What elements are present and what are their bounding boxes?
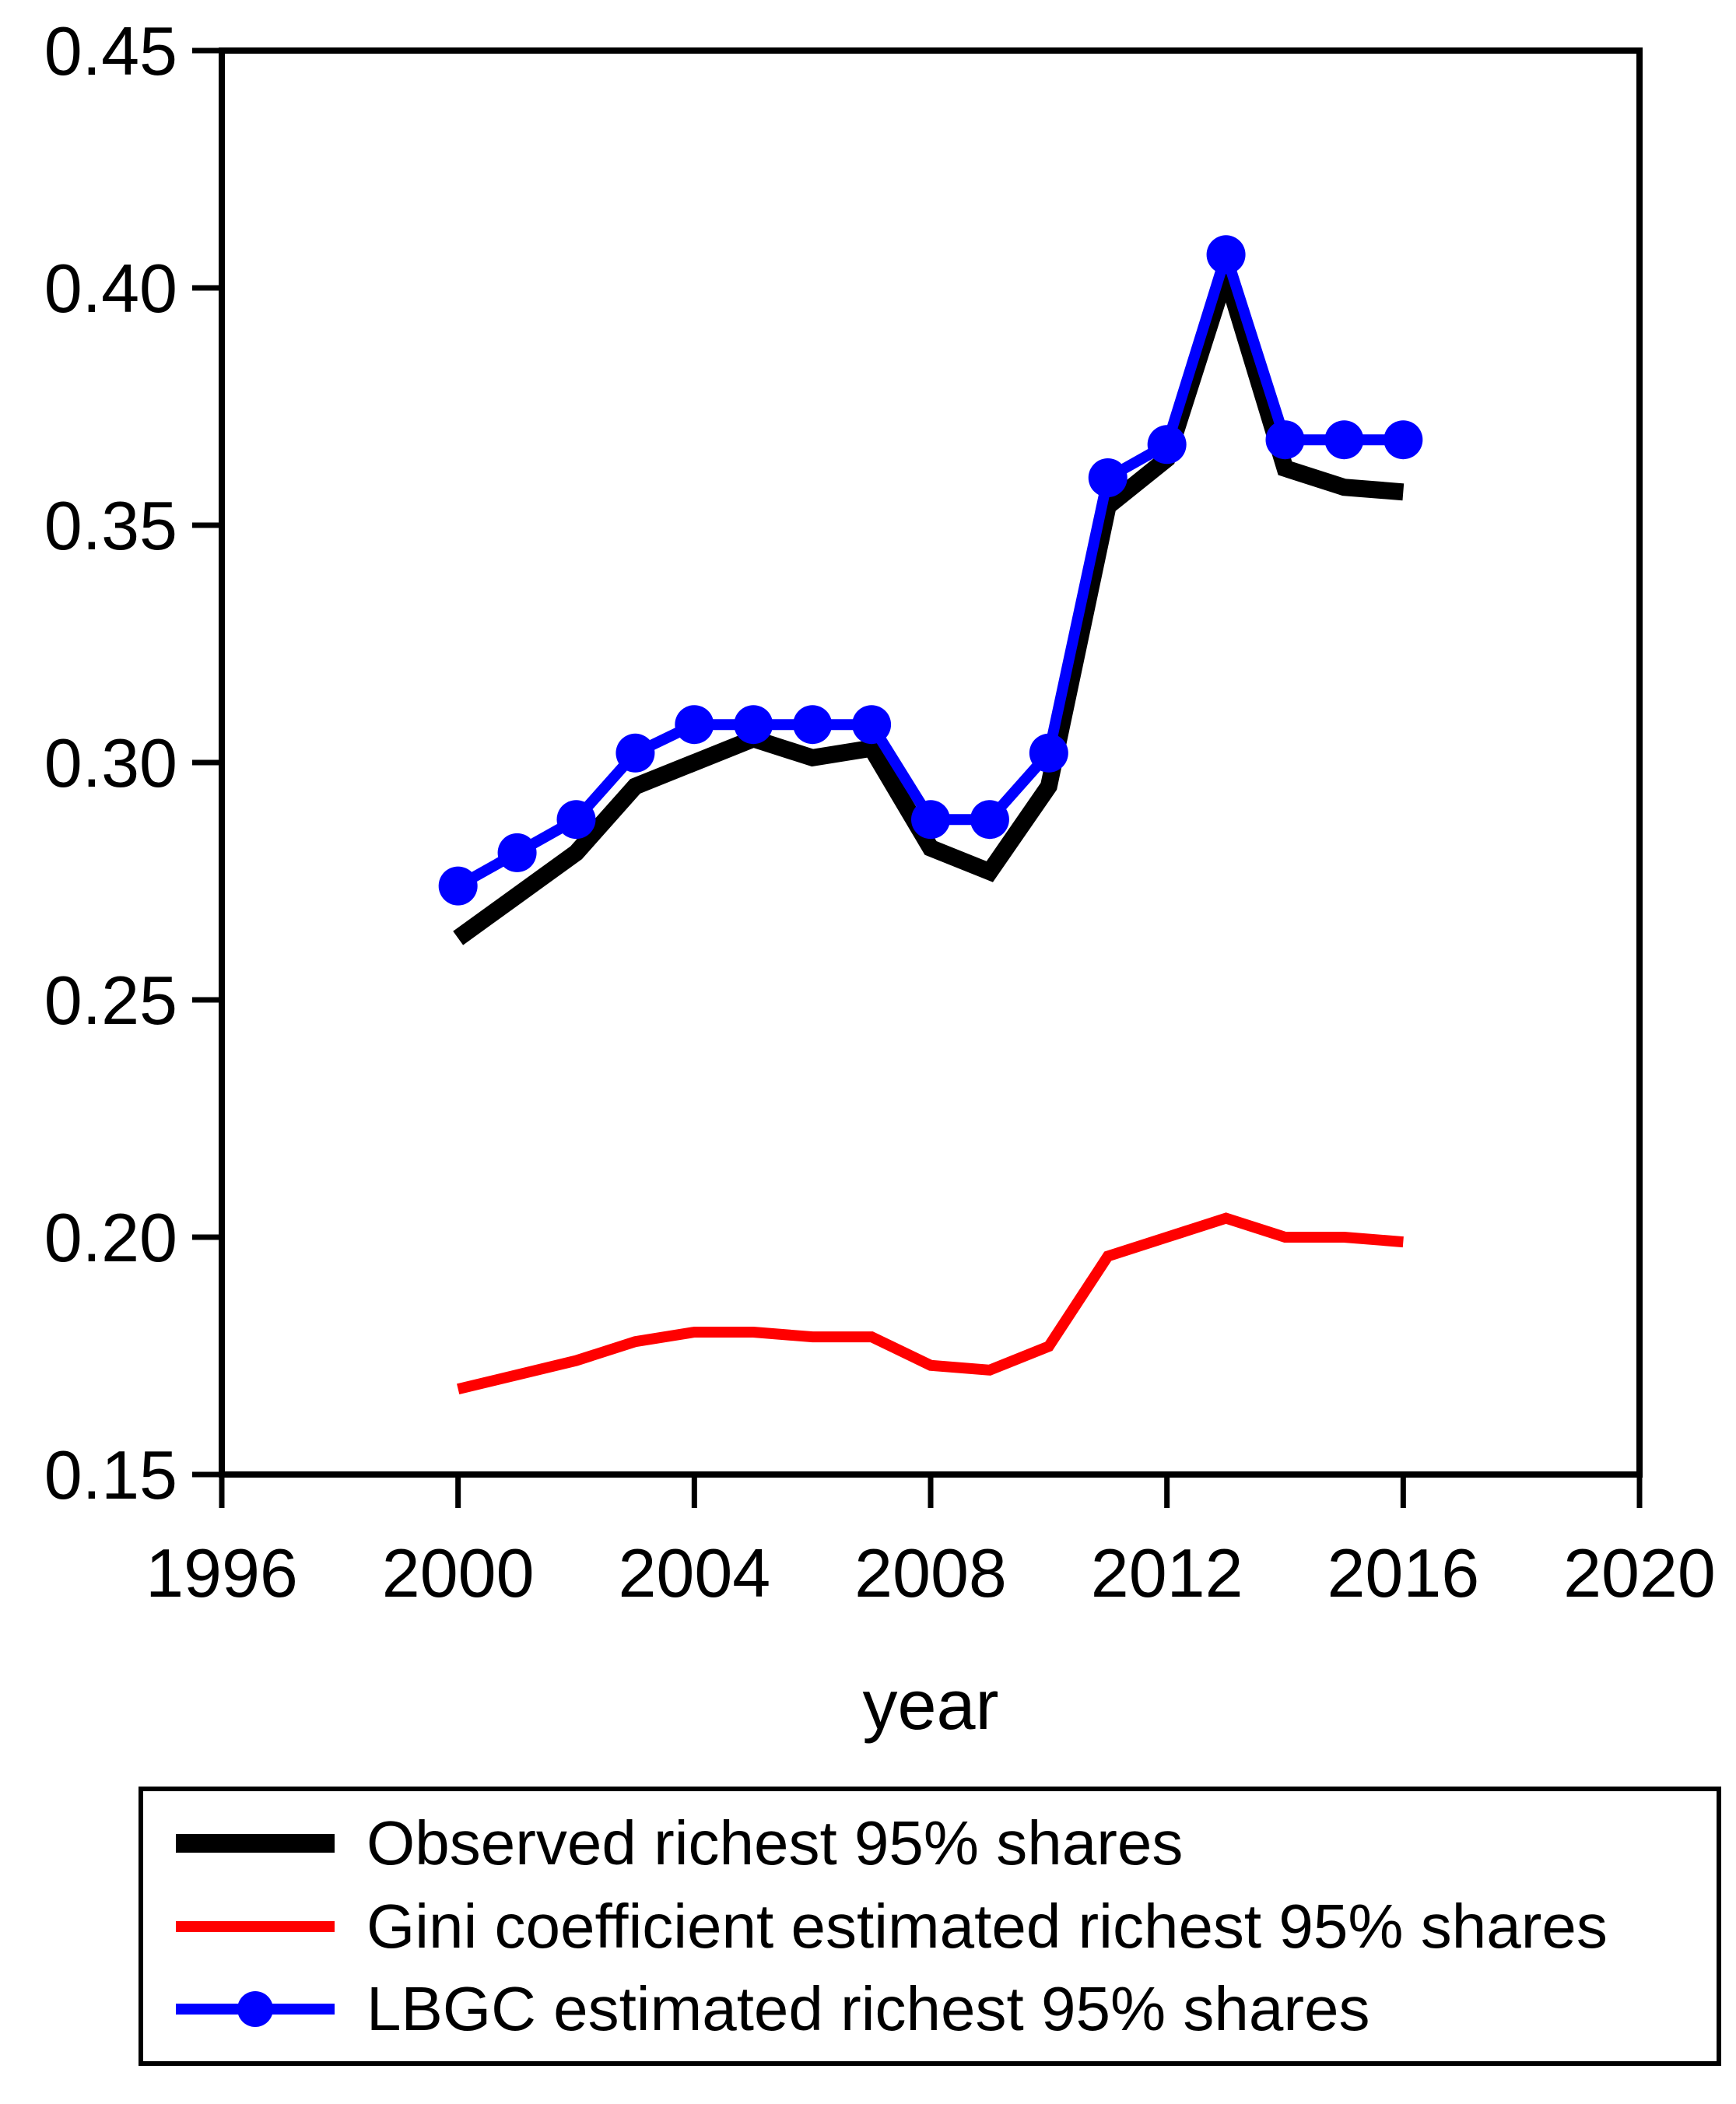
legend-label-observed: Observed richest 95% shares	[366, 1808, 1184, 1878]
y-tick-label: 0.35	[44, 487, 177, 564]
legend-row-gini: Gini coefficient estimated richest 95% s…	[176, 1895, 1717, 1958]
y-axis-ticks: 0.15 0.20 0.25 0.30 0.35 0.40 0.45	[44, 12, 222, 1513]
x-tick-label: 2016	[1327, 1534, 1479, 1611]
y-tick-label: 0.15	[44, 1436, 177, 1513]
legend: Observed richest 95% shares Gini coeffic…	[139, 1787, 1721, 2066]
series-2-marker	[911, 800, 950, 840]
lbgc-line-sample-icon	[176, 1991, 335, 2028]
series-2-marker	[1265, 420, 1305, 460]
plot-border	[219, 47, 1643, 1478]
series-2-marker	[1147, 425, 1187, 465]
series-2-marker	[1206, 235, 1246, 275]
series-2-marker	[497, 833, 537, 872]
series-2-marker	[970, 800, 1009, 840]
y-tick-label: 0.30	[44, 724, 177, 801]
series-line-1	[457, 1212, 1404, 1395]
series-2-marker	[852, 705, 892, 745]
legend-row-observed: Observed richest 95% shares	[176, 1808, 1717, 1878]
y-tick-label: 0.20	[44, 1199, 177, 1276]
series-2-marker	[1324, 420, 1364, 460]
x-tick-label: 1996	[146, 1534, 298, 1611]
legend-sample-marker	[237, 1991, 273, 2028]
y-tick-label: 0.45	[44, 12, 177, 89]
y-tick-label: 0.25	[44, 962, 177, 1039]
x-tick-label: 2004	[618, 1534, 770, 1611]
legend-label-gini: Gini coefficient estimated richest 95% s…	[366, 1891, 1608, 1961]
observed-line-sample-icon	[176, 1833, 335, 1853]
series-2-marker	[438, 866, 478, 906]
series-2-marker	[1384, 420, 1423, 460]
x-tick-label: 2000	[382, 1534, 535, 1611]
series-2-marker	[615, 733, 655, 773]
series-2-marker	[793, 705, 833, 745]
x-axis-ticks: 1996 2000 2004 2008 2012 2016 2020	[146, 1475, 1716, 1611]
series-2-marker	[675, 705, 714, 745]
x-tick-label: 2008	[854, 1534, 1007, 1611]
x-tick-label: 2020	[1563, 1534, 1716, 1611]
series-2-marker	[1029, 733, 1068, 773]
series-2-marker	[734, 705, 773, 745]
legend-row-lbgc: LBGC estimated richest 95% shares	[176, 1978, 1717, 2040]
legend-label-lbgc: LBGC estimated richest 95% shares	[366, 1974, 1370, 2044]
series-line-0	[453, 244, 1405, 945]
series-lines	[438, 235, 1423, 1395]
series-line-2	[455, 237, 1404, 891]
series-2-marker	[1088, 458, 1128, 497]
x-tick-label: 2012	[1091, 1534, 1243, 1611]
y-tick-label: 0.40	[44, 250, 177, 327]
gini-line-sample-icon	[176, 1920, 335, 1932]
series-2-marker	[556, 800, 596, 840]
x-axis-title: year	[862, 1667, 998, 1745]
